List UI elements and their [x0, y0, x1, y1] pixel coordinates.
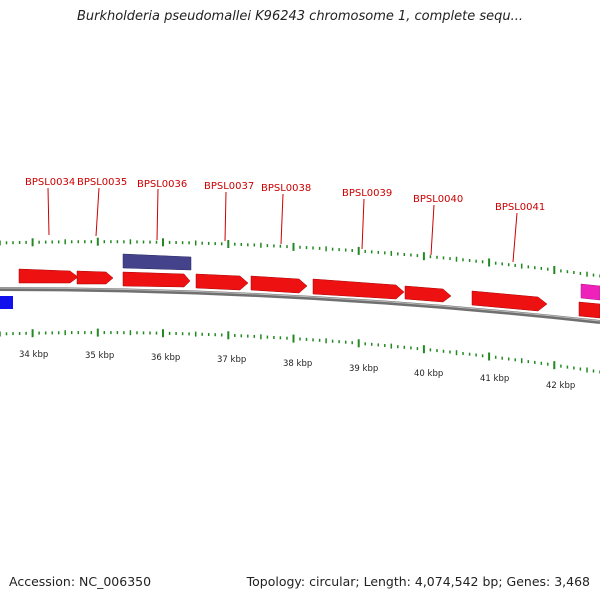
gene-feature-bpsl0040[interactable] — [404, 285, 452, 303]
gene-feature-bpsl0037[interactable] — [195, 273, 249, 291]
gene-label[interactable]: BPSL0037 — [204, 181, 254, 192]
gene-feature-bpsl0036b[interactable] — [122, 271, 191, 288]
gene-feature-bpsl0039[interactable] — [312, 278, 405, 300]
gene-label[interactable]: BPSL0038 — [261, 183, 311, 194]
map-title: Burkholderia pseudomallei K96243 chromos… — [76, 9, 524, 24]
gene-feature-bpsl0038[interactable] — [250, 275, 308, 294]
gene-label[interactable]: BPSL0036 — [137, 179, 187, 190]
gene-label[interactable]: BPSL0040 — [413, 194, 463, 205]
scale-label: 42 kbp — [546, 381, 575, 391]
topology-summary-text: Topology: circular; Length: 4,074,542 bp… — [246, 574, 590, 589]
gene-feature-bpsl0041[interactable] — [471, 290, 548, 312]
gene-label[interactable]: BPSL0041 — [495, 202, 545, 213]
gene-label[interactable]: BPSL0034 — [25, 177, 75, 188]
label-leader-lines — [47, 187, 518, 263]
accession-text: Accession: NC_006350 — [9, 574, 152, 589]
scale-label: 40 kbp — [414, 369, 443, 379]
gene-feature-blue[interactable] — [0, 296, 13, 309]
scale-label: 34 kbp — [19, 350, 48, 360]
gene-feature-bpsl0035[interactable] — [76, 270, 114, 285]
scale-labels: 34 kbp 35 kbp 36 kbp 37 kbp 38 kbp 39 kb… — [19, 350, 575, 391]
gene-feature-bpsl0034[interactable] — [18, 268, 79, 284]
gene-feature-magenta[interactable] — [580, 283, 600, 301]
gene-feature-bpsl0036[interactable] — [122, 253, 192, 271]
scale-label: 38 kbp — [283, 359, 312, 369]
gene-labels: BPSL0034 BPSL0035 BPSL0036 BPSL0037 BPSL… — [25, 177, 545, 213]
gene-label[interactable]: BPSL0039 — [342, 188, 392, 199]
gene-label[interactable]: BPSL0035 — [77, 177, 127, 188]
scale-label: 37 kbp — [217, 355, 246, 365]
chromosome-backbone — [0, 287, 600, 324]
gene-features — [0, 253, 600, 319]
lower-tick-track — [0, 328, 600, 374]
scale-label: 41 kbp — [480, 374, 509, 384]
upper-tick-track — [0, 237, 600, 278]
scale-label: 39 kbp — [349, 364, 378, 374]
gene-feature-edge-red[interactable] — [578, 301, 600, 319]
scale-label: 35 kbp — [85, 351, 114, 361]
scale-label: 36 kbp — [151, 353, 180, 363]
